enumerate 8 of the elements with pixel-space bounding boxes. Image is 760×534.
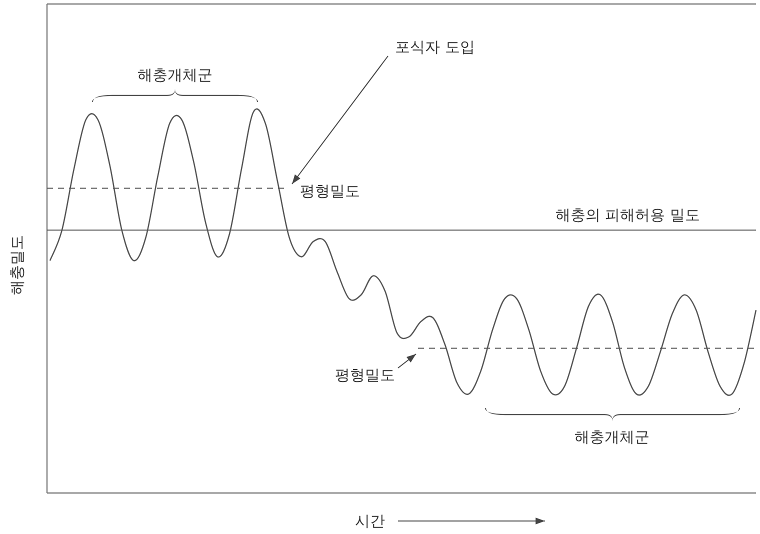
annotation: 해충개체군 xyxy=(574,428,650,446)
ref-line-label: 해충의 피해허용 밀도 xyxy=(555,206,700,224)
ref-line-label: 평형밀도 xyxy=(300,182,360,200)
y-axis-title: 해충밀도 xyxy=(8,235,26,295)
text: 포식자 도입 xyxy=(395,38,475,56)
x-axis-title: 시간 xyxy=(355,512,385,530)
ref-line-label: 평형밀도 xyxy=(335,366,395,384)
text: 해충개체군 xyxy=(138,66,212,84)
